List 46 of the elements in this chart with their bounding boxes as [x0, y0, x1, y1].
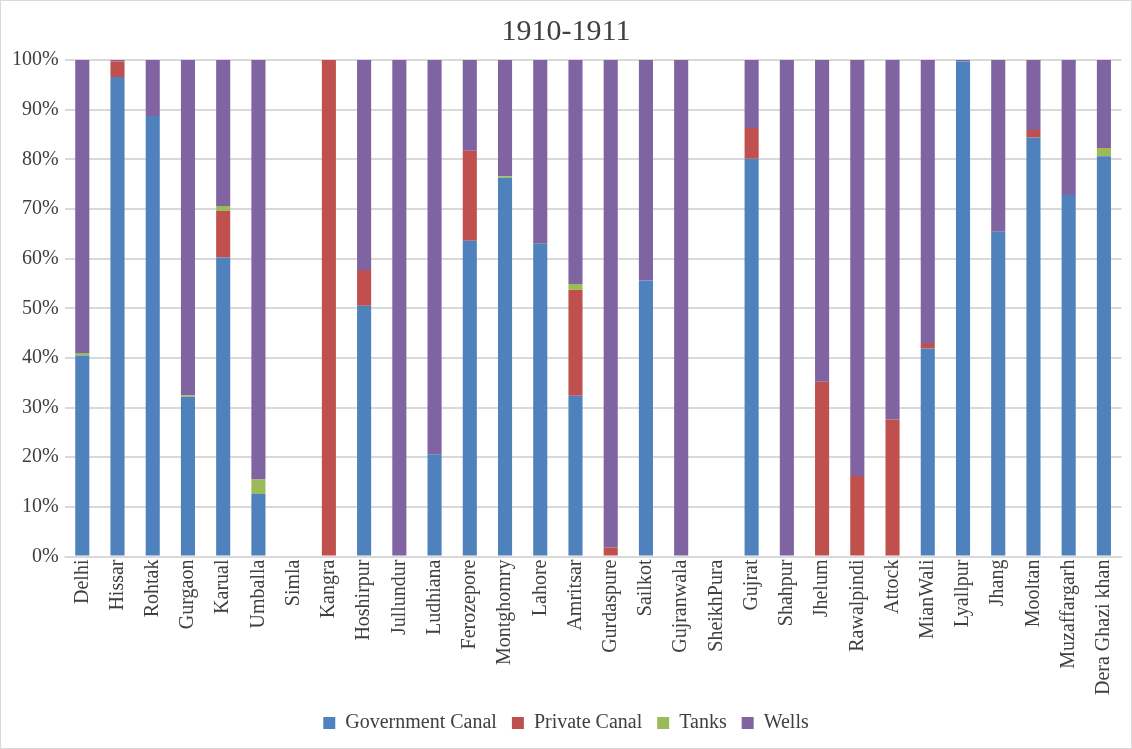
y-tick-label: 80% [21, 146, 59, 169]
x-tick-label: Kangra [316, 559, 340, 619]
chart-title: 1910-1911 [501, 12, 631, 46]
x-tick-label: Karual [210, 559, 233, 614]
y-tick-label: 30% [21, 394, 59, 417]
x-tick-label: Dera Ghazi khan [1091, 559, 1114, 696]
x-tick-label: Gujrat [738, 559, 762, 611]
x-tick-label: Jhelum [809, 559, 832, 618]
y-tick-label: 100% [11, 47, 59, 70]
x-tick-label: Delhi [69, 559, 92, 604]
x-tick-label: Umballa [245, 559, 268, 629]
x-tick-label: Montghomry [492, 559, 516, 666]
y-tick-label: 40% [21, 345, 59, 368]
x-tick-label: Attock [879, 559, 902, 614]
x-tick-label: Muzaffargarh [1055, 559, 1079, 669]
x-tick-label: Lyallpur [950, 559, 974, 628]
y-tick-label: 90% [21, 96, 59, 119]
y-tick-label: 0% [31, 543, 59, 566]
x-tick-label: Hissar [104, 559, 127, 611]
x-tick-label: Jullundur [386, 559, 409, 636]
x-tick-label: Sailkot [633, 559, 656, 617]
x-tick-label: Hoshirpur [351, 559, 375, 641]
x-tick-label: Lahore [527, 559, 550, 617]
x-tick-label: Simla [280, 559, 303, 607]
x-tick-label: Gurdaspure [597, 559, 621, 653]
x-tick-label: Mooltan [1020, 559, 1043, 628]
x-tick-label: Gujranwala [668, 559, 692, 653]
y-tick-label: 70% [21, 196, 59, 219]
x-tick-label: Rohtak [139, 559, 162, 618]
x-tick-label: Shahpur [774, 559, 798, 627]
x-tick-label: Amritsar [562, 559, 585, 631]
legend-label: Private Canal [533, 710, 643, 733]
x-tick-label: Rawalpindi [844, 559, 868, 652]
x-tick-label: MianWali [915, 559, 938, 639]
legend-label: Tanks [679, 710, 727, 733]
x-tick-label: Ludhiana [421, 559, 444, 636]
x-tick-label: SheikhPura [703, 559, 726, 652]
x-tick-label: Jhang [985, 559, 1009, 607]
y-tick-label: 50% [21, 295, 59, 318]
x-tick-label: Gurgaon [175, 559, 199, 630]
y-tick-label: 20% [21, 444, 59, 467]
y-tick-label: 60% [21, 245, 59, 268]
y-tick-label: 10% [21, 494, 59, 517]
legend-label: Government Canal [345, 710, 498, 733]
legend-label: Wells [763, 710, 809, 733]
x-tick-label: Ferozepore [457, 559, 481, 650]
